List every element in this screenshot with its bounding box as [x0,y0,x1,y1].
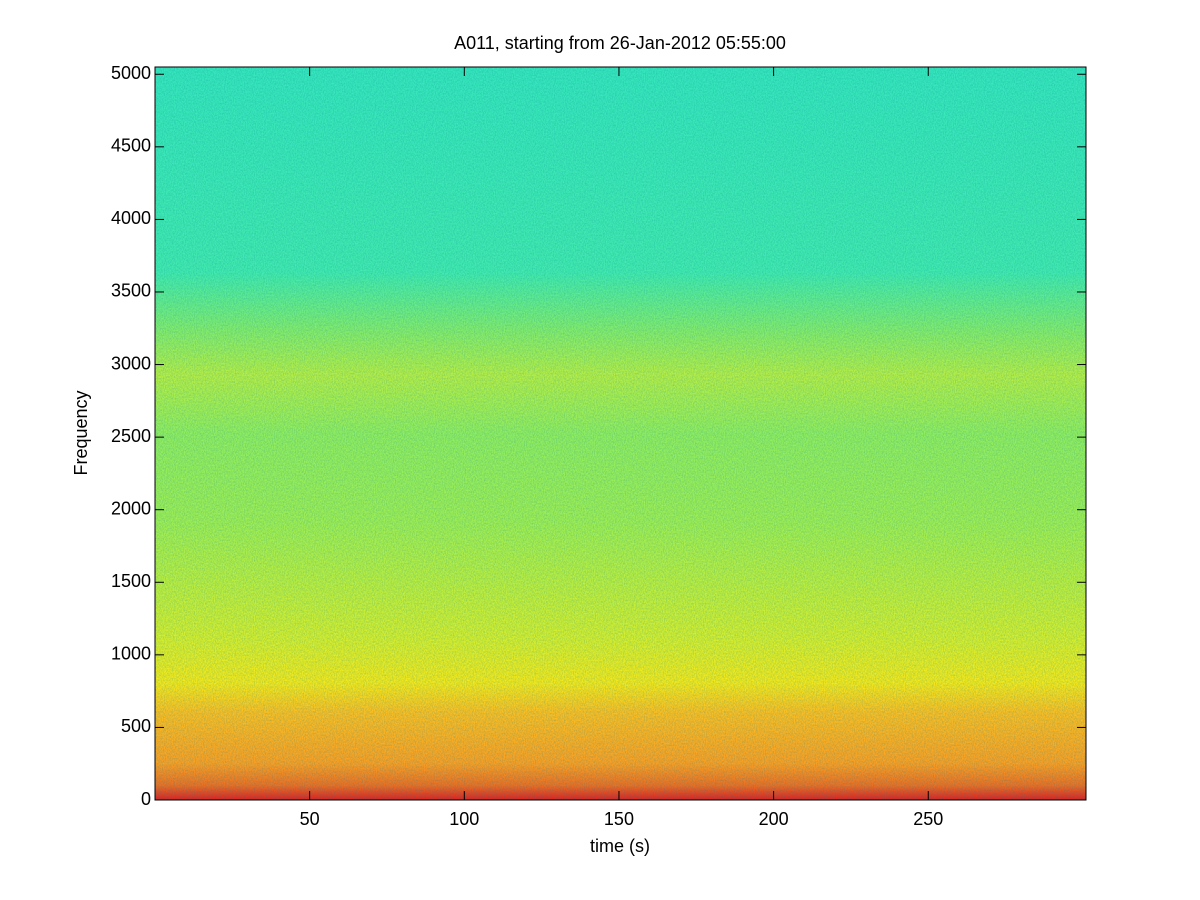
chart-title: A011, starting from 26-Jan-2012 05:55:00 [454,33,786,53]
y-axis-label: Frequency [71,390,91,475]
y-tick-label: 4000 [111,208,151,228]
y-tick-label: 4500 [111,136,151,156]
y-tick-label: 1500 [111,571,151,591]
y-tick-label: 500 [121,716,151,736]
plot-area [155,67,1086,800]
axes-box [154,66,1087,801]
x-tick-label: 50 [300,809,320,829]
x-tick-label: 100 [449,809,479,829]
y-tick-label: 2500 [111,426,151,446]
x-tick-label: 250 [913,809,943,829]
spectrogram-noise [155,67,1086,800]
x-tick-label: 150 [604,809,634,829]
x-axis-label: time (s) [590,836,650,856]
y-tick-label: 3000 [111,353,151,373]
y-tick-label: 5000 [111,63,151,83]
y-tick-label: 1000 [111,644,151,664]
y-tick-label: 3500 [111,281,151,301]
y-tick-label: 0 [141,789,151,809]
y-tick-label: 2000 [111,498,151,518]
x-tick-label: 200 [759,809,789,829]
